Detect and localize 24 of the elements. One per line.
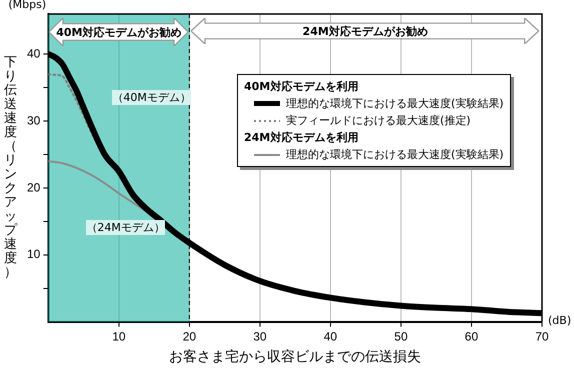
text: (Mbps) — [8, 0, 46, 11]
x-tick-label: 30 — [253, 329, 267, 344]
x-axis-title: お客さま宅から収容ビルまでの伝送損失 — [169, 349, 422, 366]
text: 下り伝送速度（リンクアップ速度） — [4, 55, 17, 280]
legend-label: 理想的な環境下における最大速度(実験結果) — [285, 147, 504, 163]
x-tick-label: 70 — [535, 329, 549, 344]
x-tick-label: 50 — [394, 329, 408, 344]
annotation: 24M対応モデムがお勧め — [302, 24, 429, 40]
annotation: 40M対応モデムを利用 — [244, 79, 360, 95]
text: (dB) — [548, 314, 572, 327]
annotation: （40Mモデム） — [112, 90, 191, 105]
annotation: 24M対応モデムを利用 — [244, 130, 360, 146]
x-tick-label: 60 — [464, 329, 478, 344]
y-tick-label: 20 — [26, 180, 41, 194]
legend-label: 理想的な環境下における最大速度(実験結果) — [285, 96, 504, 112]
legend-label: 実フィールドにおける最大速度(推定) — [285, 113, 472, 129]
y-tick-label: 10 — [26, 247, 41, 262]
x-tick-label: 40 — [324, 329, 338, 344]
band-label: 40M対応モデムがお勧め — [56, 24, 182, 40]
annotation: （24Mモデム） — [86, 220, 165, 235]
y-tick-label: 30 — [26, 113, 41, 128]
y-tick-label: 40 — [26, 46, 41, 60]
x-tick-label: 20 — [182, 329, 196, 344]
x-tick-label: 10 — [112, 329, 126, 344]
